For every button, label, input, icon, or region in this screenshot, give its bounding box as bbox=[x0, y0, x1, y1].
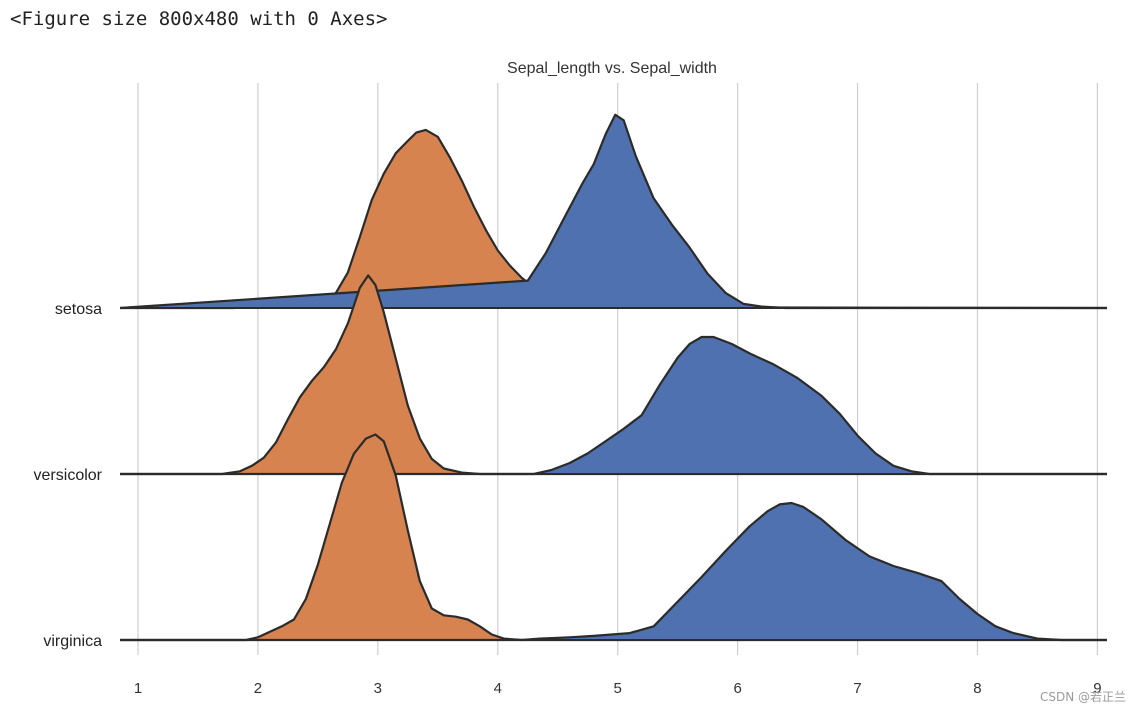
x-tick-label: 2 bbox=[254, 680, 262, 697]
x-tick-label: 9 bbox=[1093, 680, 1101, 697]
ridge-area-versicolor-sepal-width bbox=[120, 275, 1107, 474]
ridge-area-virginica-sepal-length bbox=[120, 503, 1107, 640]
ridge-area-virginica-sepal-width bbox=[120, 434, 1107, 640]
x-tick-label: 7 bbox=[853, 680, 861, 697]
x-tick-label: 1 bbox=[134, 680, 142, 697]
ridgeline-areas bbox=[119, 113, 1108, 642]
ridge-outline-virginica-sepal-width bbox=[120, 433, 1107, 642]
ridge-area-setosa-sepal-width bbox=[120, 129, 1107, 308]
ridge-area-setosa-sepal-length bbox=[120, 114, 1107, 308]
ridge-outline-virginica-sepal-length bbox=[120, 501, 1107, 642]
x-tick-label: 3 bbox=[374, 680, 382, 697]
watermark-text: CSDN @若正兰 bbox=[1039, 690, 1126, 704]
category-label-versicolor: versicolor bbox=[34, 467, 103, 484]
ridge-outline-versicolor-sepal-width bbox=[120, 274, 1107, 476]
chart-title: Sepal_length vs. Sepal_width bbox=[507, 60, 717, 77]
ridge-outline-versicolor-sepal-length bbox=[120, 335, 1107, 476]
notebook-output-header: <Figure size 800x480 with 0 Axes> bbox=[0, 0, 1140, 40]
x-tick-label: 4 bbox=[494, 680, 502, 697]
figure-size-output-text: <Figure size 800x480 with 0 Axes> bbox=[10, 8, 388, 30]
x-tick-label: 8 bbox=[973, 680, 981, 697]
x-tick-label: 6 bbox=[733, 680, 741, 697]
category-label-setosa: setosa bbox=[55, 301, 102, 318]
x-tick-label: 5 bbox=[614, 680, 622, 697]
category-label-virginica: virginica bbox=[43, 633, 102, 650]
axis-labels: 1 2 3 4 5 6 7 8 9 setosa versicolor virginica bbox=[34, 301, 1102, 697]
ridge-outline-setosa-sepal-length bbox=[119, 113, 1107, 310]
